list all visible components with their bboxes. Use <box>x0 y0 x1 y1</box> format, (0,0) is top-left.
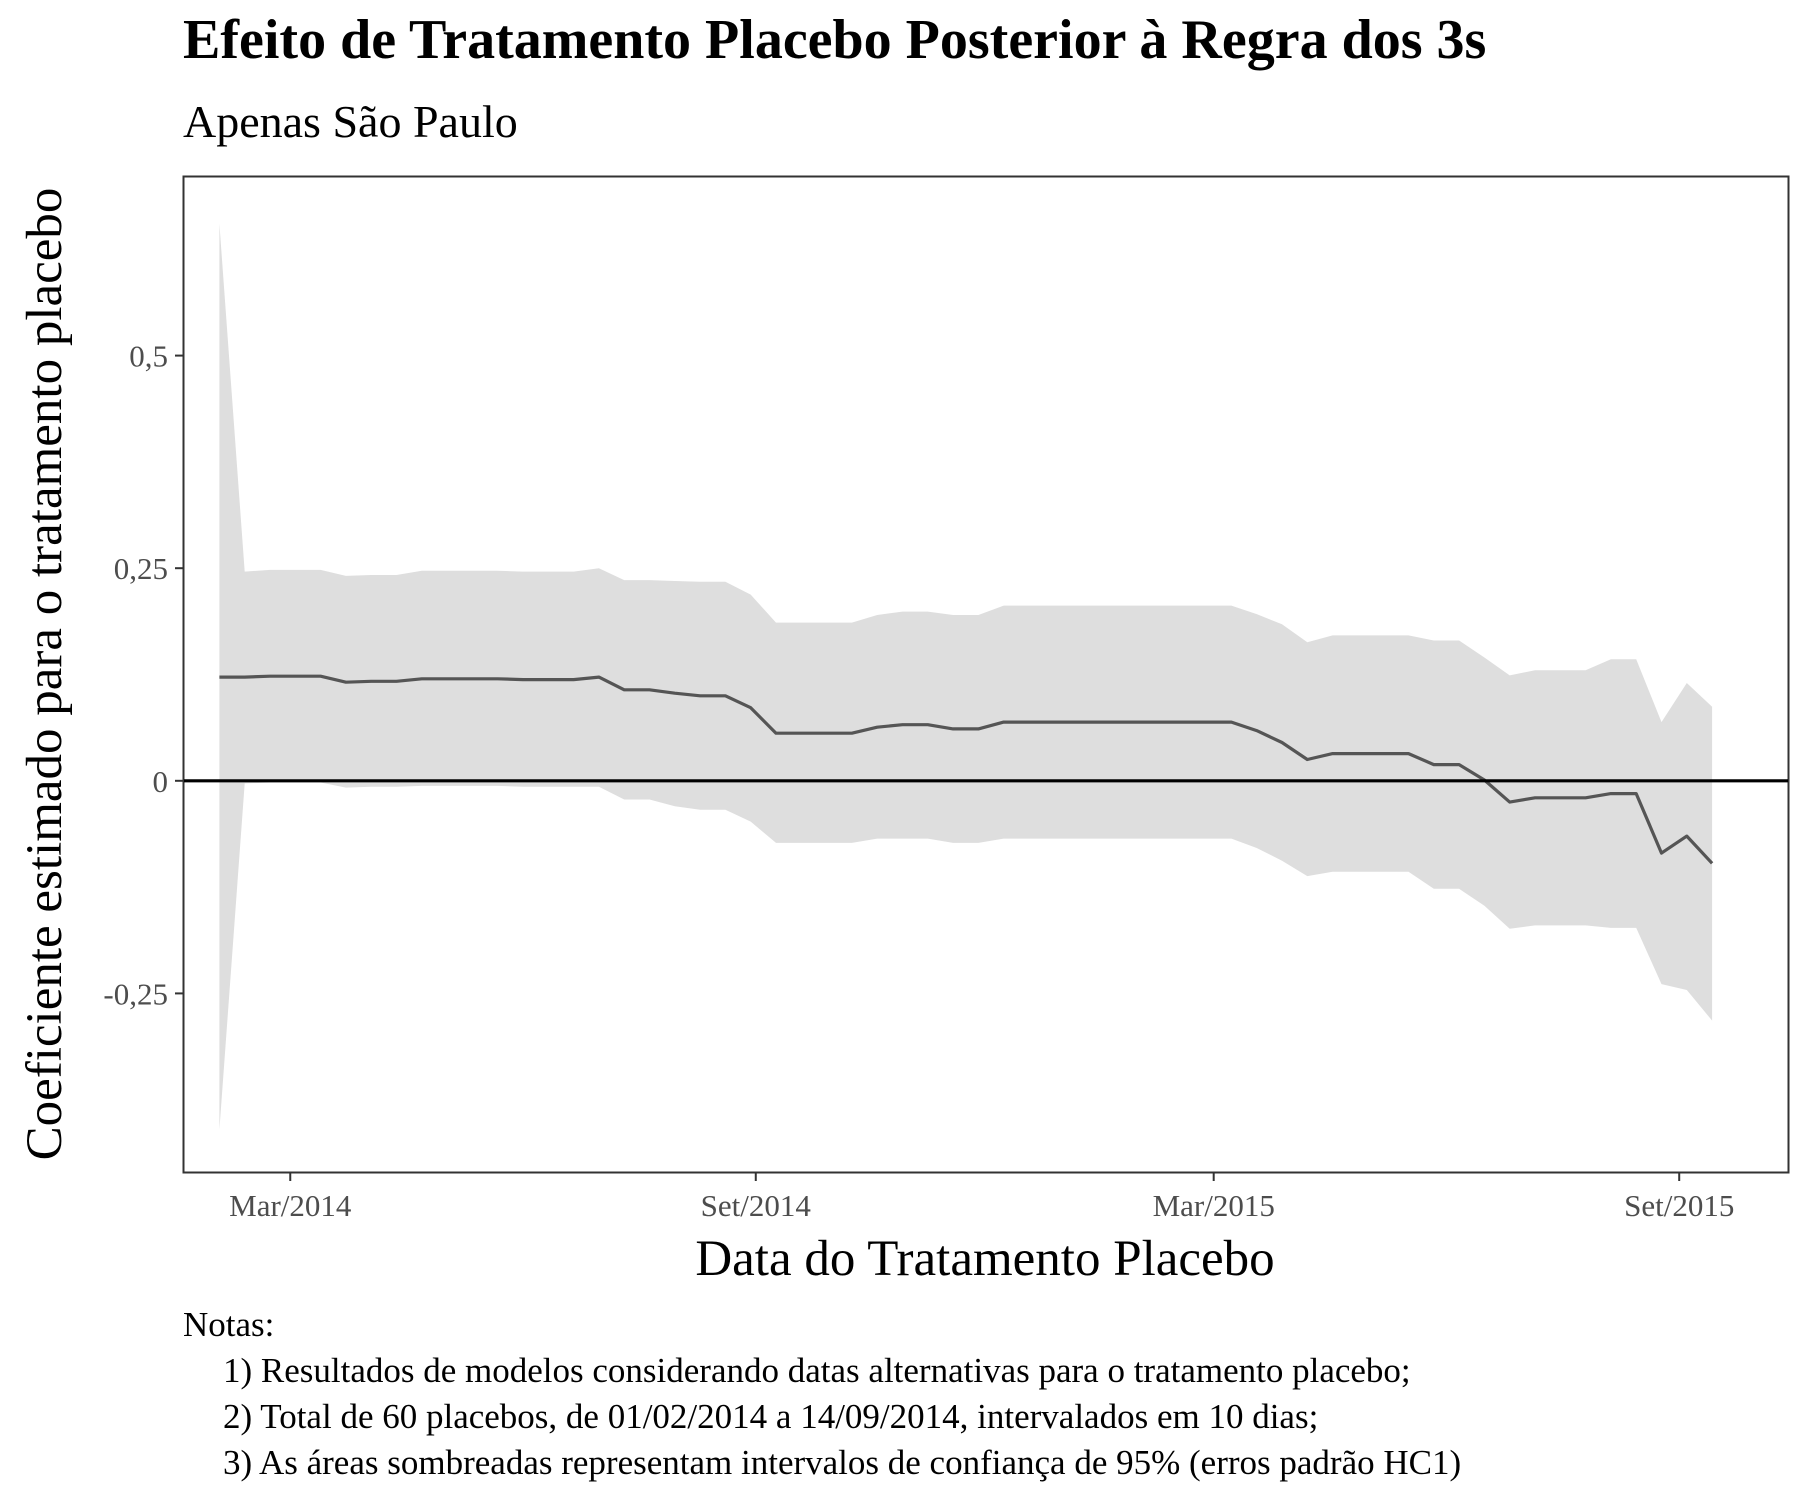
notes-heading: Notas: <box>183 1305 275 1344</box>
x-axis: Mar/2014 Set/2014 Mar/2015 Set/2015 <box>229 1172 1734 1223</box>
x-axis-title: Data do Tratamento Placebo <box>695 1231 1274 1287</box>
confidence-band <box>219 223 1713 1130</box>
y-axis: 0,5 0,25 0 -0,25 <box>103 339 184 1011</box>
x-tick-label: Set/2014 <box>701 1188 812 1223</box>
confidence-band-layer <box>219 223 1713 1130</box>
series-line-layer <box>219 674 1714 865</box>
y-tick-label: 0,25 <box>114 551 168 586</box>
y-tick-label: 0,5 <box>129 339 168 374</box>
x-tick-label: Mar/2015 <box>1153 1188 1275 1223</box>
chart: 0,5 0,25 0 -0,25 Mar/2014 Set/2014 Mar/2015 Se… <box>17 175 1790 1287</box>
series-line <box>219 674 1714 865</box>
note-line: 2) Total de 60 placebos, de 01/02/2014 a… <box>223 1397 1319 1436</box>
note-line: 3) As áreas sombreadas representam inter… <box>223 1443 1462 1482</box>
x-tick-label: Mar/2014 <box>229 1188 352 1223</box>
chart-notes: Notas: 1) Resultados de modelos consider… <box>183 1302 1461 1486</box>
chart-subtitle: Apenas São Paulo <box>183 96 518 147</box>
y-axis-title: Coeficiente estimado para o tratamento p… <box>17 188 73 1161</box>
note-line: 1) Resultados de modelos considerando da… <box>223 1351 1411 1390</box>
chart-title: Efeito de Tratamento Placebo Posterior à… <box>183 9 1487 71</box>
y-tick-label: -0,25 <box>103 976 168 1011</box>
x-tick-label: Set/2015 <box>1624 1188 1734 1223</box>
y-tick-label: 0 <box>153 764 169 799</box>
